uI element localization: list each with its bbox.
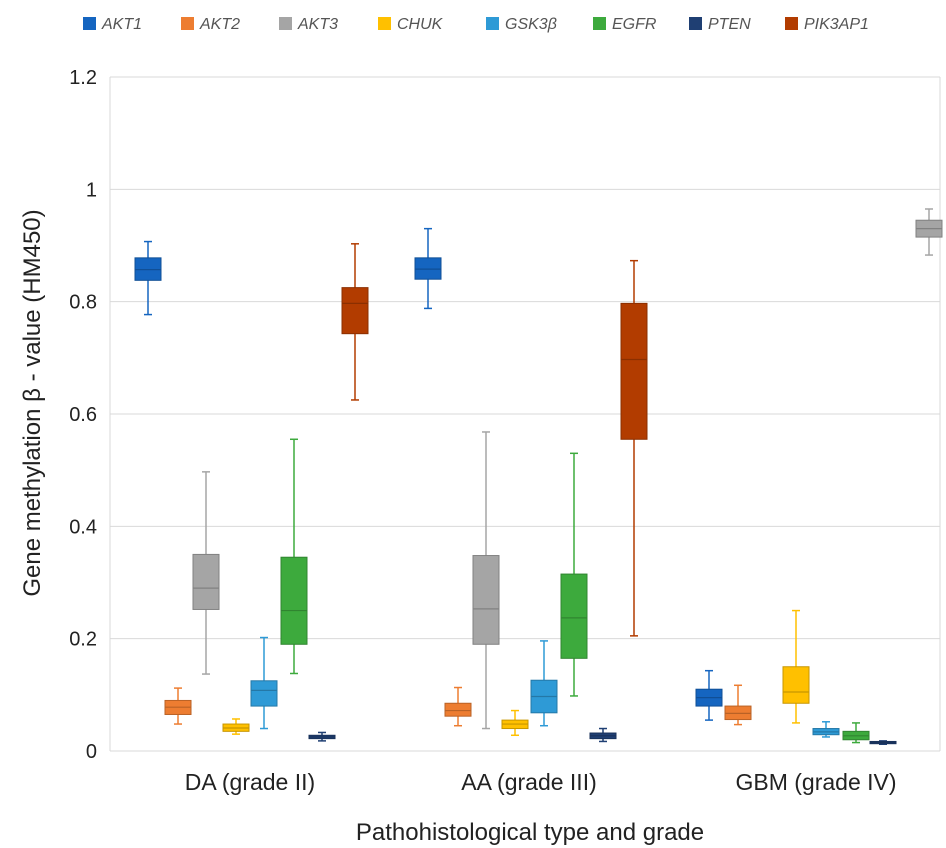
legend-swatch	[181, 17, 194, 30]
box-AKT2-2	[724, 684, 752, 726]
legend-label: PTEN	[708, 16, 751, 33]
y-axis-tick-labels: 0 0.2 0.4 0.6 0.8 1 1.2	[69, 67, 97, 763]
box-AKT3-2	[915, 208, 943, 256]
boxes	[134, 208, 943, 746]
box-PIK3AP1-0	[341, 243, 369, 401]
box-iqr	[250, 680, 278, 707]
box-AKT2-1	[444, 686, 472, 727]
box-AKT1-2	[695, 669, 723, 721]
legend-label: EGFR	[612, 16, 657, 33]
box-iqr	[782, 666, 810, 704]
legend-label: PIK3AP1	[804, 16, 869, 33]
y-tick-label: 1	[86, 179, 97, 201]
box-iqr	[472, 555, 500, 645]
legend: AKT1 AKT2 AKT3 CHUK GSK3β EGFR PTEN PIK3AP1	[83, 16, 869, 33]
y-tick-label: 0	[86, 741, 97, 763]
box-iqr	[280, 556, 308, 645]
box-PIK3AP1-1	[620, 259, 648, 637]
y-axis-title: Gene methylation β - value (HM450)	[19, 209, 46, 596]
legend-label: CHUK	[397, 16, 444, 33]
legend-swatch	[83, 17, 96, 30]
box-GSK3β-0	[250, 636, 278, 730]
x-category-label: GBM (grade IV)	[735, 769, 896, 795]
box-PTEN-0	[308, 731, 336, 742]
y-tick-label: 0.4	[69, 516, 97, 538]
box-CHUK-1	[501, 709, 529, 737]
box-GSK3β-1	[530, 640, 558, 727]
legend-swatch	[378, 17, 391, 30]
gridlines	[109, 76, 941, 752]
y-tick-label: 1.2	[69, 67, 97, 89]
box-iqr	[444, 702, 472, 717]
legend-swatch	[279, 17, 292, 30]
x-category-label: DA (grade II)	[185, 769, 315, 795]
box-CHUK-0	[222, 718, 250, 735]
box-iqr	[620, 302, 648, 440]
legend-label: AKT2	[199, 16, 240, 33]
legend-swatch	[785, 17, 798, 30]
box-EGFR-0	[280, 438, 308, 675]
box-PTEN-2	[869, 740, 897, 746]
legend-label: AKT1	[101, 16, 142, 33]
x-category-label: AA (grade III)	[461, 769, 597, 795]
box-AKT1-1	[414, 227, 442, 310]
box-iqr	[192, 553, 220, 610]
legend-swatch	[486, 17, 499, 30]
box-EGFR-2	[842, 722, 870, 744]
legend-label: GSK3β	[505, 16, 557, 33]
box-AKT2-0	[164, 687, 192, 725]
box-CHUK-2	[782, 609, 810, 724]
y-tick-label: 0.8	[69, 292, 97, 314]
box-AKT3-0	[192, 471, 220, 675]
box-EGFR-1	[560, 452, 588, 697]
box-GSK3β-2	[812, 721, 840, 738]
legend-swatch	[689, 17, 702, 30]
y-tick-label: 0.2	[69, 629, 97, 651]
y-tick-label: 0.6	[69, 404, 97, 426]
box-iqr	[341, 287, 369, 335]
box-iqr	[560, 573, 588, 659]
box-AKT3-1	[472, 431, 500, 730]
box-PTEN-1	[589, 727, 617, 743]
x-axis-title: Pathohistological type and grade	[356, 819, 704, 846]
legend-label: AKT3	[297, 16, 338, 33]
legend-swatch	[593, 17, 606, 30]
box-AKT1-0	[134, 240, 162, 316]
x-axis-category-labels: DA (grade II) AA (grade III) GBM (grade IV…	[185, 769, 897, 795]
